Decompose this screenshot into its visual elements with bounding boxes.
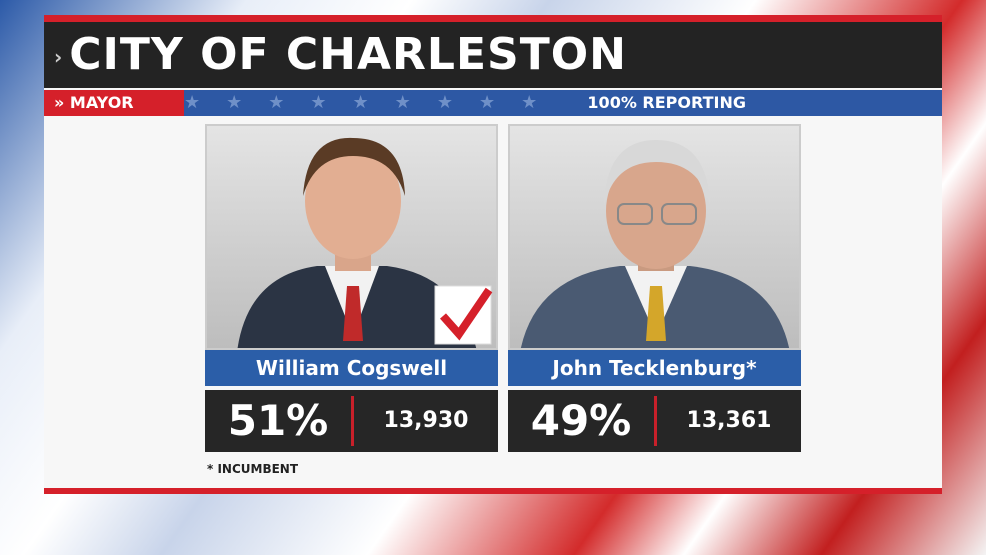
votes: 13,361 xyxy=(686,408,772,433)
result-bar: 49% 13,361 xyxy=(508,390,801,452)
reporting: 100% REPORTING xyxy=(587,93,746,112)
candidate-photo xyxy=(508,124,801,350)
bottom-line xyxy=(44,488,942,494)
stars: ★★★★★★★★★ xyxy=(184,92,564,113)
footnote: * INCUMBENT xyxy=(207,462,299,476)
title: CITY OF CHARLESTON xyxy=(69,29,627,80)
office: MAYOR xyxy=(69,93,134,112)
result-bar: 51% 13,930 xyxy=(205,390,498,452)
office-tag: » MAYOR xyxy=(44,90,184,116)
candidate-name: John Tecklenburg* xyxy=(508,350,801,386)
candidate-photo xyxy=(205,124,498,350)
percent: 49% xyxy=(530,396,632,445)
title-bar: › CITY OF CHARLESTON xyxy=(44,22,942,88)
sub-bar: » MAYOR ★★★★★★★★★ 100% REPORTING xyxy=(44,90,942,116)
candidate-name: William Cogswell xyxy=(205,350,498,386)
top-line xyxy=(44,15,942,22)
divider xyxy=(654,396,657,446)
photo-art xyxy=(237,137,493,348)
divider xyxy=(351,396,354,446)
photo-art xyxy=(520,140,790,348)
percent: 51% xyxy=(227,396,329,445)
votes: 13,930 xyxy=(383,408,469,433)
